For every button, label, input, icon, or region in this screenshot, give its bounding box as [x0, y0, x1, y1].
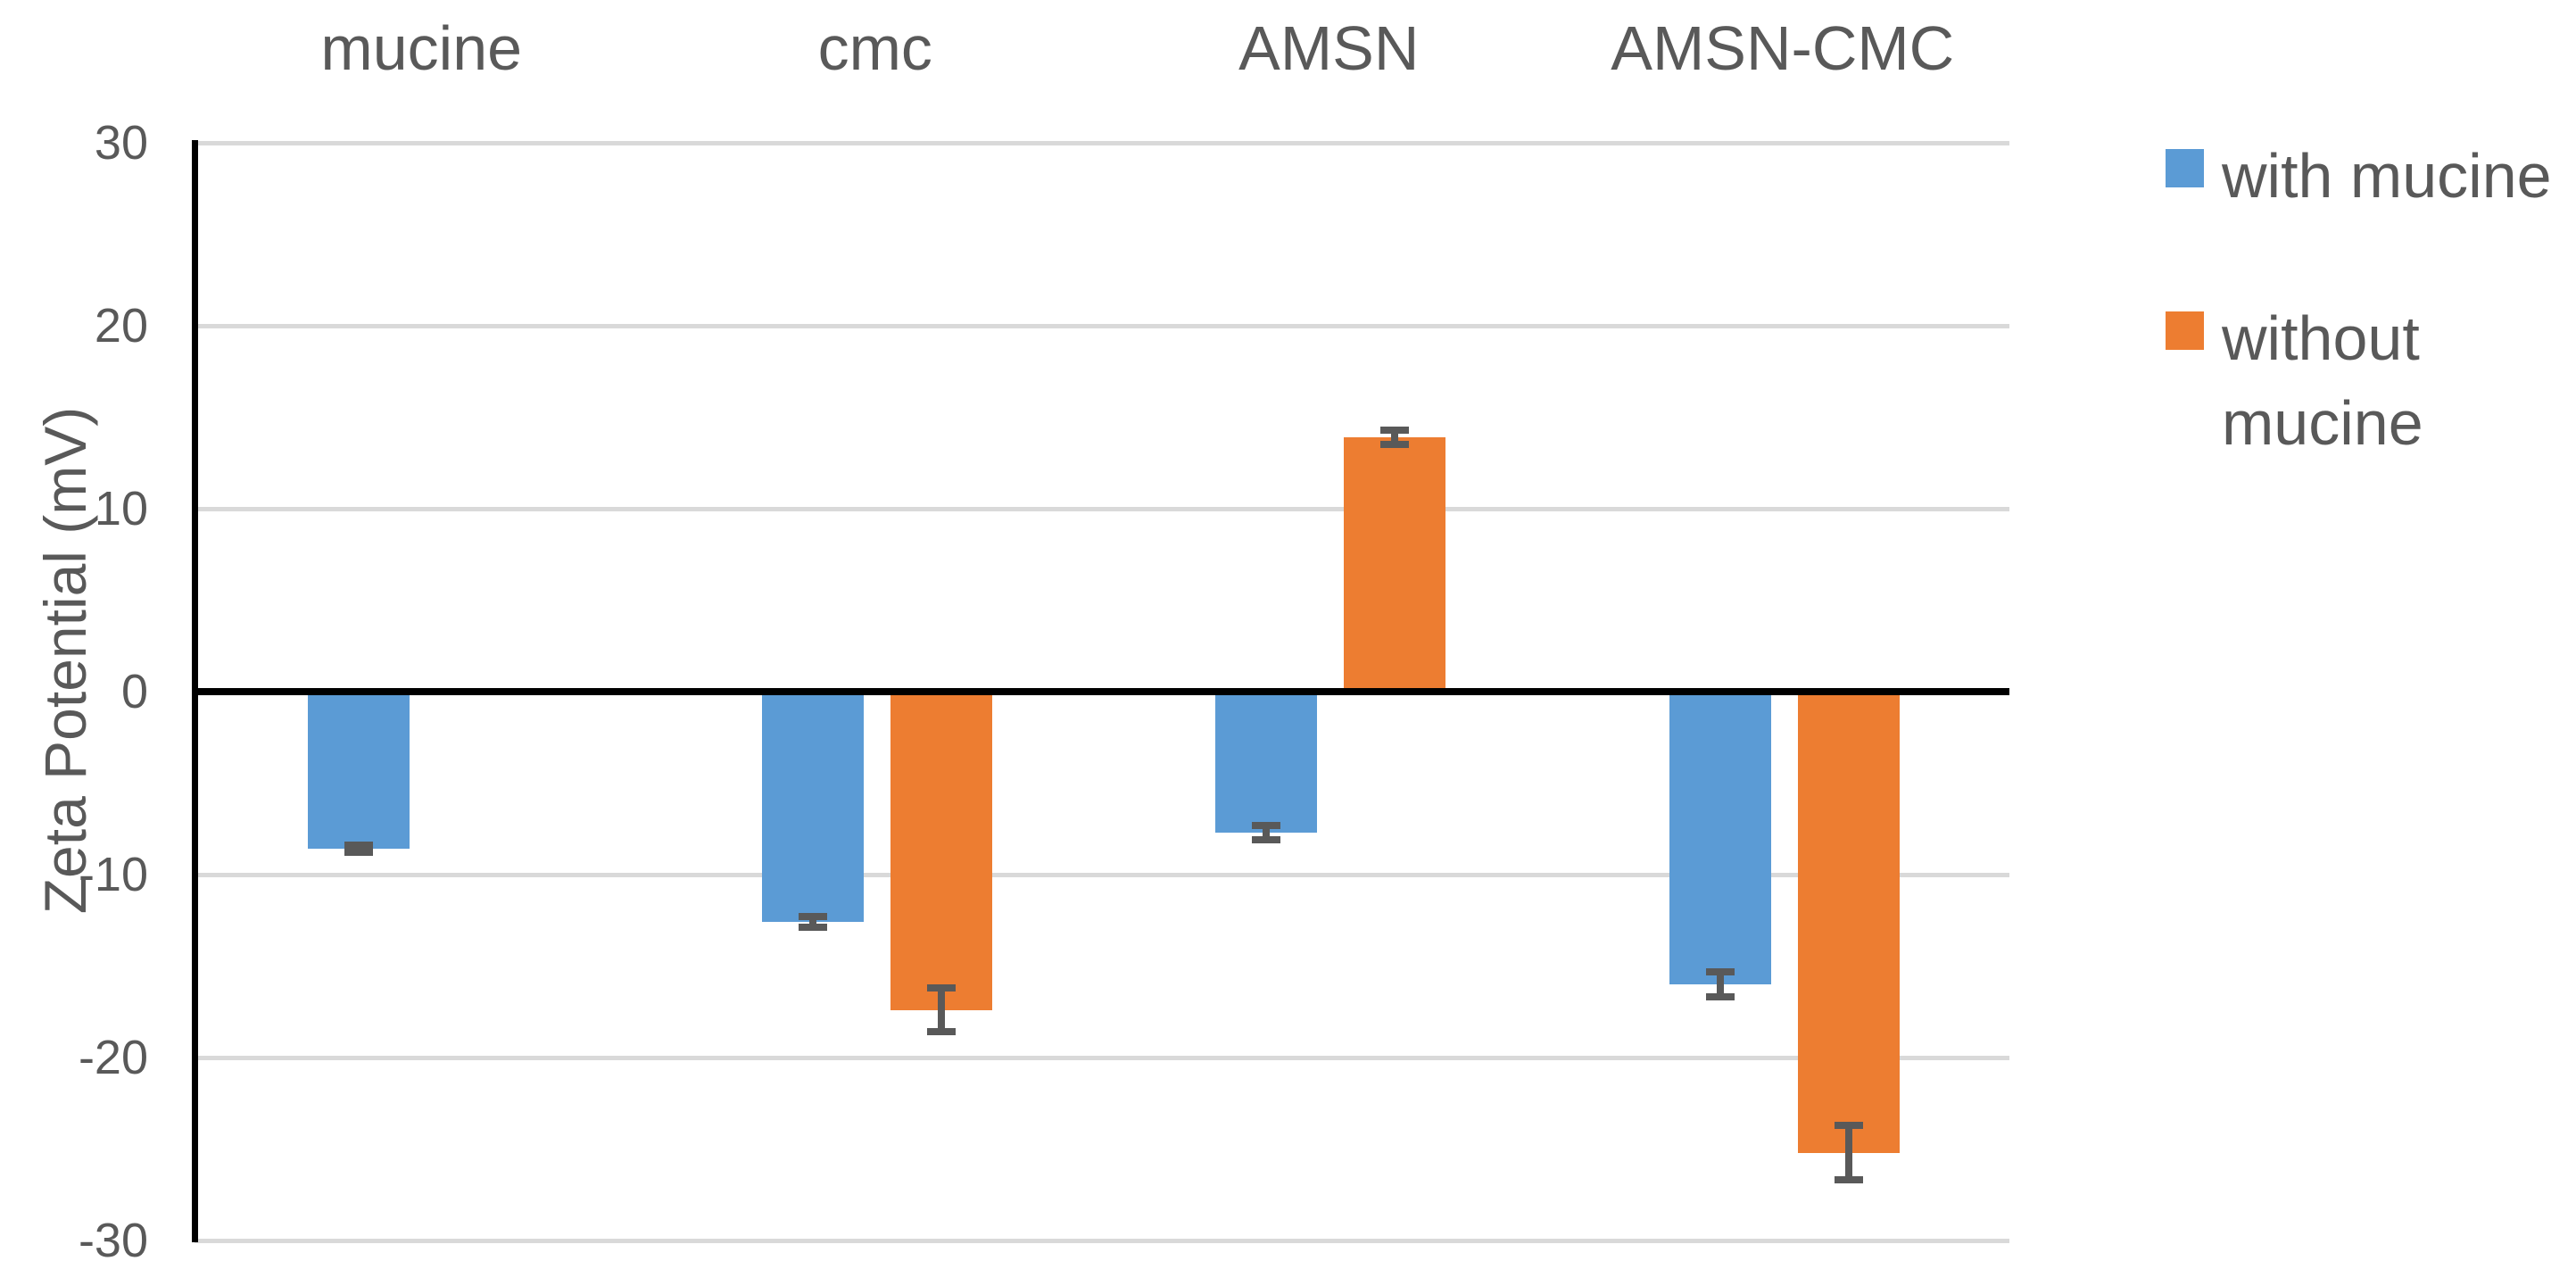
y-tick-label-0: 0 [120, 665, 148, 718]
y-tick-label--10: -10 [78, 848, 148, 901]
error-bar-cap-top-cmc-with-mucine [798, 913, 827, 921]
error-bar-cap-top-amsn-without-mucine [1380, 426, 1410, 434]
error-bar-cap-bottom-amsn-cmc-with-mucine [1705, 993, 1735, 1001]
error-bar-cap-bottom-mucine-with-mucine [344, 849, 374, 857]
category-label-cmc: cmc [817, 13, 932, 83]
gridline--20 [195, 1056, 2009, 1060]
error-bar-line-amsn-with-mucine [1263, 825, 1271, 841]
bar-amsn-without-mucine [1344, 437, 1446, 692]
error-bar-line-cmc-with-mucine [808, 917, 816, 928]
gridline-30 [195, 141, 2009, 145]
gridline-10 [195, 507, 2009, 511]
y-tick-label--30: -30 [78, 1214, 148, 1267]
error-bar-cap-top-amsn-with-mucine [1252, 821, 1281, 829]
bar-amsn-with-mucine [1215, 692, 1318, 833]
bar-amsn-cmc-without-mucine [1797, 692, 1900, 1153]
legend-item-without-mucine: without mucine [2166, 296, 2576, 466]
bar-cmc-with-mucine [761, 692, 864, 923]
error-bar-cap-top-cmc-without-mucine [926, 984, 956, 992]
category-label-mucine: mucine [320, 13, 523, 83]
error-bar-line-amsn-cmc-with-mucine [1716, 971, 1724, 998]
gridline-20 [195, 324, 2009, 328]
error-bar-cap-bottom-cmc-with-mucine [798, 924, 827, 932]
legend-label: without mucine [2222, 303, 2423, 458]
error-bar-cap-top-mucine-with-mucine [344, 842, 374, 850]
error-bar-line-amsn-without-mucine [1391, 429, 1399, 445]
gridline--30 [195, 1239, 2009, 1243]
category-label-amsn-cmc: AMSN-CMC [1611, 13, 1955, 83]
y-tick-label-30: 30 [94, 116, 148, 170]
error-bar-cap-bottom-amsn-without-mucine [1380, 441, 1410, 449]
legend-swatch-orange [2166, 311, 2204, 350]
legend-item-with-mucine: with mucine [2166, 134, 2576, 219]
y-tick-label-20: 20 [94, 299, 148, 353]
y-tick-label-10: 10 [94, 482, 148, 535]
bar-mucine-with-mucine [308, 692, 410, 850]
bar-amsn-cmc-with-mucine [1669, 692, 1771, 984]
error-bar-line-amsn-cmc-without-mucine [1844, 1124, 1852, 1181]
error-bar-line-cmc-without-mucine [937, 988, 945, 1033]
gridline--10 [195, 873, 2009, 877]
error-bar-cap-top-amsn-cmc-with-mucine [1705, 967, 1735, 975]
error-bar-cap-bottom-amsn-with-mucine [1252, 836, 1281, 844]
error-bar-cap-bottom-amsn-cmc-without-mucine [1834, 1176, 1863, 1184]
error-bar-cap-bottom-cmc-without-mucine [926, 1028, 956, 1036]
legend-swatch-blue [2166, 149, 2204, 187]
error-bar-cap-top-amsn-cmc-without-mucine [1834, 1121, 1863, 1129]
zero-axis-line [195, 688, 2009, 695]
legend-label: with mucine [2222, 141, 2552, 211]
bar-cmc-without-mucine [890, 692, 992, 1010]
error-bar-line-mucine-with-mucine [355, 845, 363, 853]
y-tick-label--20: -20 [78, 1031, 148, 1084]
category-label-amsn: AMSN [1238, 13, 1420, 83]
